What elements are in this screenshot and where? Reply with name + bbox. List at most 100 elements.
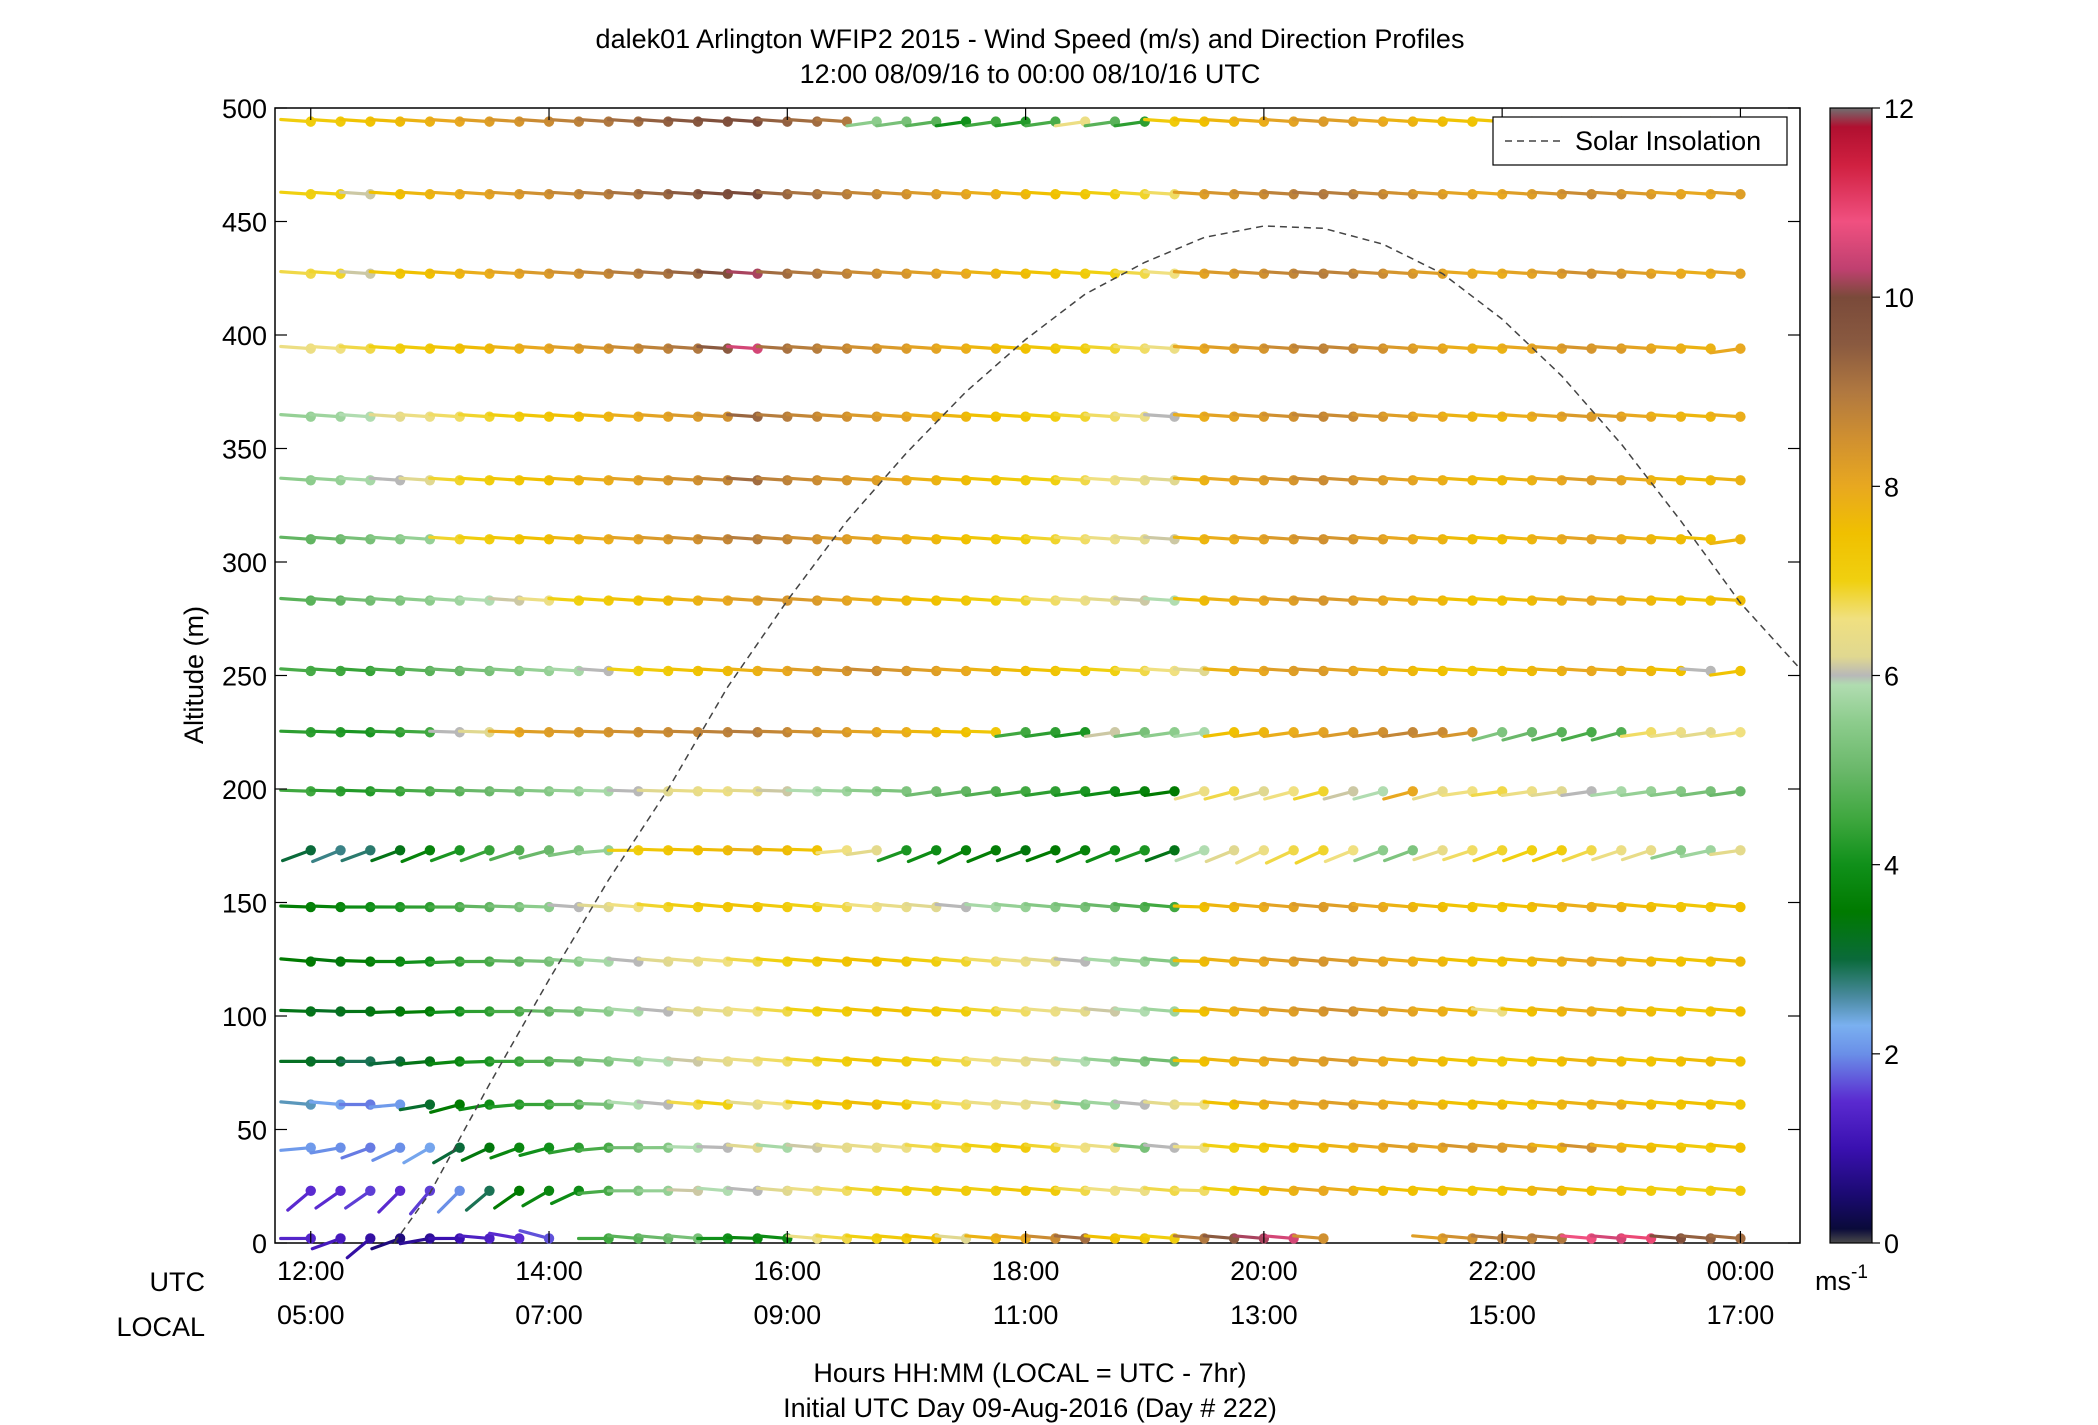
wind-barb-point	[1586, 727, 1597, 738]
utc-row-label: UTC	[150, 1267, 206, 1297]
wind-barb-point	[454, 1185, 465, 1196]
x-axis-label: Hours HH:MM (LOCAL = UTC - 7hr)	[813, 1358, 1246, 1388]
wind-barb-point	[1735, 1006, 1746, 1017]
solar-insolation-line	[393, 225, 1801, 1244]
x-axis: 12:00 05:00 14:00 07:00 16:00 09:00 18:00 11:00…	[277, 108, 1774, 1330]
wind-barb-point	[1228, 845, 1240, 856]
wind-barb-point	[1377, 845, 1389, 856]
legend-label: Solar Insolation	[1575, 126, 1761, 156]
wind-barb-point	[335, 1185, 346, 1196]
y-axis-label: Altitude (m)	[179, 606, 209, 744]
wind-barb-point	[1645, 845, 1657, 856]
wind-barb-point	[305, 1142, 316, 1153]
y-tick-label: 350	[222, 435, 267, 465]
y-tick-label: 0	[252, 1229, 267, 1259]
wind-barb-point	[454, 845, 465, 856]
colorbar-unit-base: ms	[1815, 1266, 1851, 1296]
wind-barb-point	[1735, 727, 1746, 738]
x-tick-label-local: 09:00	[754, 1300, 822, 1330]
colorbar-tick-label: 12	[1884, 94, 1914, 124]
x-tick-label-local: 11:00	[993, 1300, 1059, 1330]
wind-barb-point	[1020, 845, 1031, 856]
wind-barb-point	[1288, 786, 1299, 797]
wind-barb-point	[1199, 786, 1210, 797]
wind-barb-point	[1735, 845, 1746, 856]
y-tick-label: 100	[222, 1002, 267, 1032]
colorbar-unit: ms-1	[1815, 1262, 1868, 1296]
wind-barb-point	[1407, 786, 1418, 797]
wind-barb-point	[305, 1185, 316, 1196]
wind-barb-point	[1735, 956, 1746, 967]
wind-barb-point	[1735, 343, 1746, 354]
wind-barb-point	[514, 1233, 525, 1244]
wind-barb-point	[1318, 786, 1329, 797]
wind-barb-point	[1407, 845, 1418, 856]
wind-barb-point	[514, 845, 525, 856]
legend-box: Solar Insolation	[1492, 116, 1788, 166]
x-tick-label-utc: 16:00	[754, 1256, 822, 1286]
wind-barb-point	[1377, 786, 1389, 797]
wind-barb-point	[424, 1099, 436, 1110]
wind-barb-point	[1467, 845, 1478, 856]
wind-barb-point	[394, 1185, 406, 1196]
x-tick-label-utc: 14:00	[515, 1256, 583, 1286]
wind-barb-point	[484, 1233, 495, 1244]
wind-barb-point	[1586, 845, 1597, 856]
x-tick-label-utc: 00:00	[1707, 1256, 1775, 1286]
y-tick-label: 300	[222, 548, 267, 578]
wind-barb-point	[931, 845, 942, 856]
wind-barb-point	[335, 845, 346, 856]
x-tick-label-utc: 22:00	[1468, 1256, 1536, 1286]
wind-barb-point	[1079, 845, 1091, 856]
wind-barb-point	[424, 1142, 436, 1153]
wind-barb-point	[1735, 665, 1746, 677]
wind-barb-point	[1288, 845, 1299, 856]
y-tick-label: 400	[222, 321, 267, 351]
wind-barb-point	[1735, 901, 1746, 913]
wind-barb-point	[1735, 475, 1746, 486]
wind-barb-point	[1228, 786, 1240, 797]
wind-barb-point	[394, 1233, 406, 1244]
colorbar-ticks: 0 2 4 6 8 10 12	[1872, 94, 1914, 1259]
wind-barb-point	[1735, 411, 1746, 422]
colorbar-tick-label: 8	[1884, 472, 1899, 502]
plot-area	[274, 107, 1801, 1244]
x-tick-label-utc: 20:00	[1230, 1256, 1298, 1286]
wind-barb-point	[1496, 845, 1508, 856]
wind-barb-point	[514, 1185, 525, 1196]
wind-barbs-layer	[279, 116, 1746, 1260]
colorbar-unit-superscript: -1	[1851, 1262, 1868, 1283]
wind-barb-point	[1437, 845, 1448, 856]
y-tick-label: 50	[237, 1116, 267, 1146]
x-tick-label-local: 13:00	[1230, 1300, 1298, 1330]
x-tick-label-local: 05:00	[277, 1300, 345, 1330]
wind-barb-point	[1735, 189, 1746, 200]
wind-barb-point	[1496, 727, 1508, 738]
wind-barb-point	[305, 845, 316, 856]
wind-barb-point	[1616, 845, 1627, 856]
wind-barb-point	[1050, 845, 1061, 856]
wind-barb-point	[1467, 727, 1478, 738]
wind-barb-point	[1556, 845, 1567, 856]
colorbar-tick-label: 4	[1884, 851, 1899, 881]
colorbar-tick-label: 10	[1884, 283, 1914, 313]
wind-barb-point	[365, 1142, 376, 1153]
wind-barb-point	[365, 1185, 376, 1196]
y-tick-label: 500	[222, 94, 267, 124]
x-tick-label-local: 07:00	[515, 1300, 583, 1330]
colorbar-gradient	[1829, 107, 1873, 1244]
wind-barb-point	[543, 1185, 555, 1196]
wind-barb-point	[1169, 786, 1180, 797]
wind-barb-point	[1109, 845, 1121, 856]
x-tick-label-local: 17:00	[1707, 1300, 1775, 1330]
wind-barb-point	[514, 1142, 525, 1153]
wind-barb-point	[335, 1142, 346, 1153]
wind-barb-point	[960, 845, 972, 856]
y-axis: 0 50 100 150 200 250 300 350 400 450 500	[222, 94, 1800, 1259]
wind-barb-point	[424, 845, 436, 856]
wind-barb-point	[1199, 845, 1210, 856]
wind-barb-point	[1139, 845, 1150, 856]
x-tick-label-utc: 12:00	[277, 1256, 345, 1286]
wind-barb-point	[454, 1142, 465, 1153]
wind-barb-point	[365, 1233, 376, 1244]
